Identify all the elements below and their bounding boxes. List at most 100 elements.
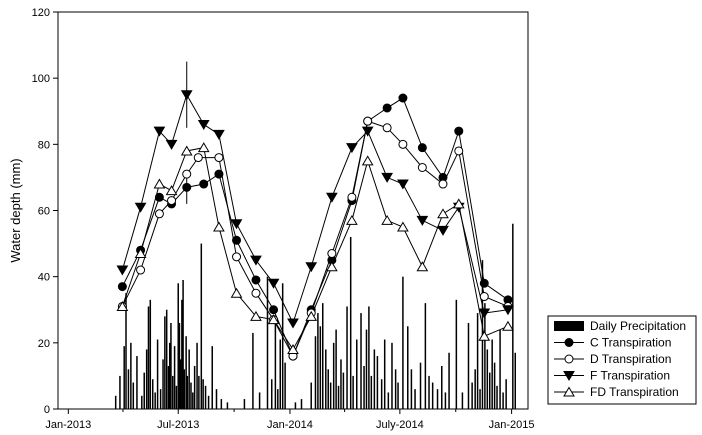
series-line-f-transpiration [121,93,509,325]
y-tick-label: 0 [44,404,50,416]
point-fd-transpiration [250,310,262,321]
point-c-transpiration [398,93,408,103]
precip-bar [215,389,218,409]
precip-bar [127,369,130,409]
legend-marker-c-transpiration [564,338,574,347]
precip-bar [178,322,181,409]
precip-bar [165,309,168,409]
precip-bar [402,276,404,409]
x-tick-label: Jan-2015 [489,419,535,431]
point-f-transpiration [502,305,514,316]
point-c-transpiration [251,275,261,285]
precip-bar [151,379,154,409]
precip-bar [337,385,340,409]
precip-bar [164,316,166,409]
legend-marker-d-transpiration [564,354,574,364]
point-f-transpiration [250,255,262,266]
point-f-transpiration [287,318,299,329]
precip-bar [175,385,178,409]
point-fd-transpiration [381,214,393,225]
precip-bar [294,402,297,409]
precip-bar [397,382,399,409]
point-f-transpiration [134,202,147,213]
precip-bar [476,313,479,409]
point-c-transpiration [214,169,224,179]
precip-bar [505,379,507,409]
precip-bar [145,349,148,409]
point-c-transpiration [479,278,489,288]
precip-bar [436,389,439,409]
precip-bar [327,369,329,409]
precip-bar [177,283,179,409]
x-tick-label: Jul-2013 [157,419,199,431]
x-tick-label: Jan-2013 [45,419,91,431]
precip-bar [383,339,386,409]
y-axis-title: Water depth (mm) [8,158,23,262]
point-c-transpiration [417,143,427,153]
point-f-transpiration [478,308,491,319]
point-f-transpiration [305,262,318,273]
point-c-transpiration [269,305,279,315]
precip-bar [471,382,473,409]
point-c-transpiration [382,103,392,113]
precip-bar [414,389,416,409]
point-f-transpiration [165,139,178,150]
point-d-transpiration [154,209,164,219]
precip-bar [279,339,281,409]
legend-label-c-transpiration: C Transpiration [590,336,671,350]
precip-bar [310,382,312,409]
precip-bar [394,369,397,409]
precip-bar [243,399,246,409]
precip-bar [502,392,504,409]
precip-bar [461,392,464,409]
y-tick-label: 120 [32,7,50,19]
precip-bar [486,349,489,409]
precip-bar [391,342,393,409]
precip-bar [444,392,447,409]
precip-bar [149,299,152,409]
precip-bar [346,306,348,409]
precip-bar [162,359,164,410]
point-f-transpiration [153,126,166,137]
precip-bar [119,375,121,409]
series-markers [116,90,514,361]
precip-bar [474,369,476,409]
precip-bar [335,329,337,409]
precip-bar [356,339,358,409]
precip-bar [258,392,261,409]
point-fd-transpiration [230,287,243,298]
legend: Daily Precipitation C Transpiration D Tran… [547,315,697,405]
precip-bar [300,399,303,409]
precip-bar [514,352,516,409]
legend-marker-fd-transpiration [563,386,575,397]
point-d-transpiration [479,292,489,302]
point-fd-transpiration [267,314,280,325]
point-fd-transpiration [165,185,178,196]
point-f-transpiration [346,143,358,154]
legend-label-daily-precipitation: Daily Precipitation [590,319,686,333]
point-d-transpiration [167,196,177,206]
precip-bar [252,332,254,409]
point-d-transpiration [182,169,192,179]
precip-bar [424,303,427,409]
precip-bar [193,365,196,409]
precip-bar [493,362,496,409]
point-d-transpiration [232,252,242,262]
precip-bar [380,379,383,409]
precip-bar [196,342,198,409]
precip-bar [179,359,182,410]
precip-bar [441,365,443,409]
series-line-d-transpiration [121,120,509,358]
precip-bar [182,279,184,409]
x-tick-label: July-2014 [376,419,424,431]
point-fd-transpiration [213,221,225,232]
precip-bar [491,339,493,409]
point-d-transpiration [417,162,427,172]
y-tick-label: 80 [38,139,50,151]
point-fd-transpiration [346,214,358,225]
point-c-transpiration [199,179,209,189]
point-d-transpiration [454,146,464,156]
point-f-transpiration [397,179,409,190]
point-fd-transpiration [502,320,514,331]
point-f-transpiration [416,215,429,226]
